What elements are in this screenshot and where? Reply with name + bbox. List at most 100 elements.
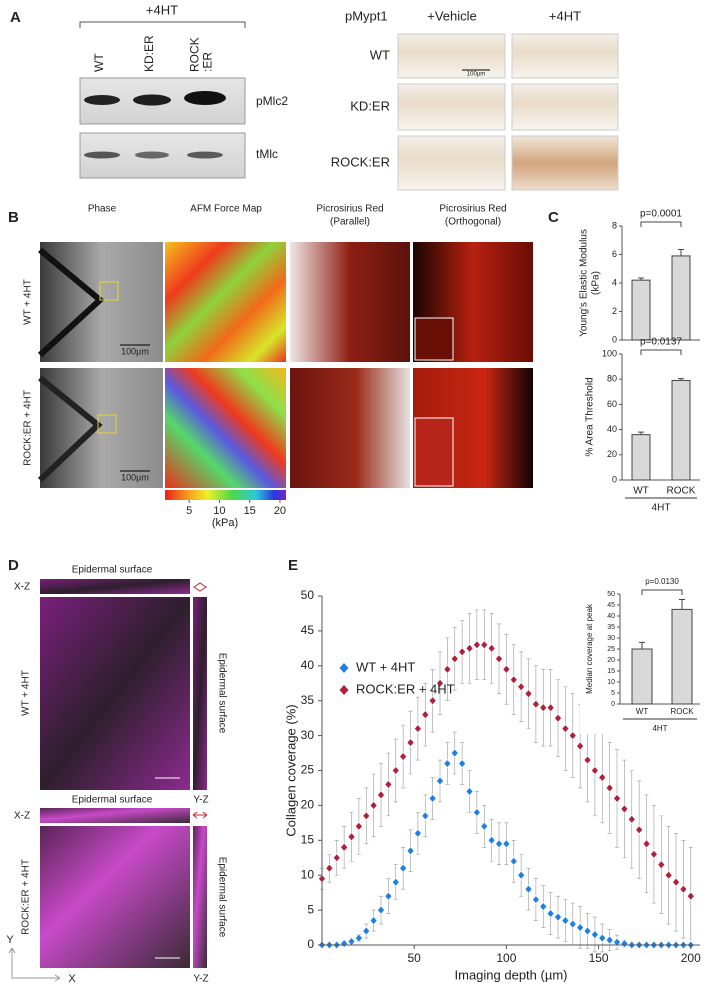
- roi: [99, 281, 119, 301]
- y-tick-label: 15: [301, 832, 315, 846]
- y-axis-label: Median coverage at peak: [585, 603, 594, 694]
- column-label: AFM Force Map: [190, 204, 262, 215]
- panel-d-images: [8, 579, 208, 982]
- band: [84, 95, 120, 105]
- data-point: [620, 804, 629, 814]
- band: [187, 151, 223, 159]
- panel-letter: A: [10, 9, 21, 26]
- data-point: [642, 839, 651, 849]
- data-point: [377, 905, 385, 915]
- confocal-image: [40, 826, 190, 968]
- data-point: [664, 870, 673, 880]
- surface-label: Epidermal surface: [72, 795, 153, 806]
- data-point: [576, 741, 585, 751]
- y-axis-label: (kPa): [591, 271, 602, 295]
- x-axis-label: Imaging depth (µm): [455, 967, 568, 982]
- scale-label: 100µm: [121, 472, 149, 482]
- scale-label: 100µm: [467, 72, 485, 78]
- data-point: [583, 926, 592, 936]
- bar: [631, 434, 651, 481]
- data-point: [502, 664, 511, 674]
- data-point: [369, 800, 378, 810]
- data-point: [686, 891, 695, 901]
- data-point: [480, 640, 489, 650]
- phase-image: [40, 368, 163, 488]
- y-axis-label: Collagen coverage (%): [283, 704, 298, 836]
- row-label: WT: [370, 47, 390, 62]
- data-point: [539, 703, 548, 713]
- data-point: [354, 933, 363, 943]
- inset-image: [414, 317, 454, 361]
- y-tick-label: 10: [607, 679, 615, 686]
- stain-label: pMypt1: [345, 8, 388, 23]
- column-label: (Orthogonal): [445, 217, 501, 228]
- ihc-image: [397, 33, 506, 79]
- y-tick-label: 40: [301, 658, 315, 672]
- row-label: KD:ER: [350, 98, 390, 113]
- data-point: [413, 828, 422, 838]
- panel-letter: B: [8, 209, 19, 226]
- ihc-image: [397, 135, 506, 191]
- panel-letter: D: [8, 557, 19, 574]
- lane-label: WT: [92, 53, 106, 72]
- y-tick-label: 30: [301, 728, 315, 742]
- data-point: [679, 884, 688, 894]
- row-label: WT + 4HT: [23, 279, 34, 325]
- y-tick-label: 20: [607, 449, 617, 459]
- band: [135, 151, 169, 159]
- data-point: [465, 786, 474, 796]
- colorbar-tick-label: 5: [186, 505, 192, 517]
- y-tick-label: 50: [607, 591, 615, 598]
- band: [84, 151, 120, 159]
- xz-image: [40, 579, 190, 594]
- legend-label: ROCK:ER + 4HT: [356, 681, 455, 696]
- axis-label: Y: [6, 934, 14, 946]
- blot-label: pMlc2: [256, 94, 288, 108]
- data-point: [568, 919, 577, 929]
- data-point: [583, 755, 592, 765]
- column-label: +Vehicle: [427, 8, 477, 23]
- bar: [671, 608, 693, 705]
- y-tick-label: 6: [612, 249, 617, 259]
- x-tick-label: 200: [681, 951, 701, 965]
- data-point: [325, 863, 334, 873]
- data-point: [436, 776, 444, 786]
- data-point: [524, 689, 533, 699]
- data-point: [347, 832, 356, 842]
- orientation-arrow: [192, 811, 208, 819]
- error-bar: [639, 641, 645, 649]
- data-point: [428, 793, 437, 803]
- panel-letter: C: [548, 209, 559, 226]
- data-point: [465, 643, 474, 653]
- xz-label: X-Z: [14, 582, 30, 593]
- lane-label: ROCK: [188, 37, 202, 72]
- orientation-arrow: [193, 582, 207, 592]
- y-tick-label: 5: [307, 902, 314, 916]
- column-label: Picrosirius Red: [439, 204, 506, 215]
- data-point: [406, 846, 415, 856]
- bar: [671, 255, 691, 341]
- y-tick-label: 5: [611, 690, 615, 697]
- y-tick-label: 0: [611, 701, 615, 708]
- column-label: Phase: [88, 204, 117, 215]
- y-tick-label: 40: [607, 424, 617, 434]
- y-tick-label: 20: [607, 657, 615, 664]
- data-point: [443, 759, 452, 768]
- data-point: [421, 710, 430, 720]
- colorbar-label: (kPa): [212, 517, 238, 529]
- data-point: [413, 724, 422, 734]
- bracket: [79, 21, 246, 28]
- data-point: [377, 790, 385, 800]
- data-point: [391, 877, 400, 887]
- data-point: [590, 930, 599, 939]
- y-tick-label: 0: [612, 474, 617, 484]
- data-point: [362, 926, 371, 936]
- column-label: +4HT: [549, 8, 581, 23]
- y-tick-label: 80: [607, 374, 617, 384]
- data-point: [554, 912, 562, 922]
- legend-marker: [339, 663, 349, 673]
- y-tick-label: 0: [307, 937, 314, 951]
- data-point: [340, 939, 349, 949]
- data-point: [384, 891, 393, 901]
